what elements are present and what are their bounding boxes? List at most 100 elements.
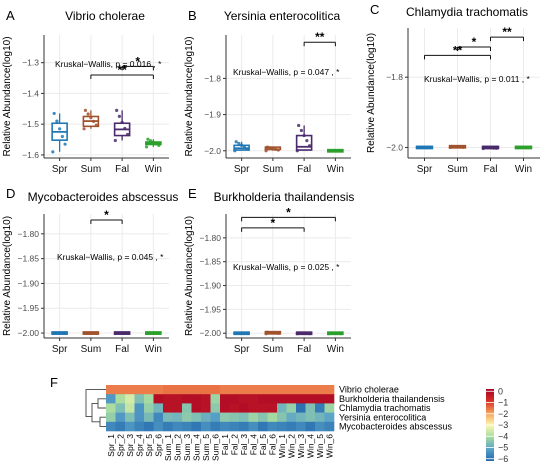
heatmap-cell (220, 385, 230, 395)
data-point (123, 331, 127, 335)
heatmap-cell (134, 412, 145, 423)
data-point (60, 331, 64, 335)
y-tick-label: −1.90 (17, 278, 39, 288)
heatmap-cell (296, 394, 306, 404)
box-spr (233, 331, 250, 336)
heatmap-cell (172, 394, 183, 404)
heatmap-cell (163, 412, 173, 423)
data-point (527, 145, 531, 150)
x-tick-label: Sum (81, 344, 102, 355)
data-point (265, 330, 270, 334)
heatmap-cell (267, 412, 278, 423)
kruskal-wallis-label: Kruskal−Wallis, p = 0.025 , * (233, 262, 340, 272)
significance-bracket: ** (303, 30, 336, 47)
kruskal-wallis-label: Kruskal−Wallis, p = 0.011 , * (424, 74, 531, 84)
heatmap-cell (248, 421, 259, 432)
box-win (144, 331, 162, 336)
data-point (274, 147, 278, 151)
heatmap-cell (115, 412, 126, 423)
dendrogram-branch (99, 416, 106, 427)
data-point (125, 132, 130, 137)
data-point (83, 331, 88, 335)
y-tick-label: −1.80 (199, 233, 221, 243)
heatmap-cell (191, 412, 202, 423)
x-tick-label: Spr (234, 164, 250, 175)
data-point (265, 145, 270, 149)
heatmap-col-label: Win_4 (305, 434, 315, 458)
kruskal-wallis-label: Kruskal−Wallis, p = 0.045 , * (57, 252, 164, 262)
heatmap-cell (277, 421, 287, 432)
data-point (491, 146, 495, 150)
data-point (154, 331, 158, 335)
heatmap-col-label: Win_6 (324, 434, 334, 458)
x-tick-label: Win (327, 164, 344, 175)
heatmap-cell (125, 403, 135, 413)
panel-e: E Burkholderia thailandensis −1.80 −1.85 −1.… (184, 186, 354, 355)
significance-label: ** (502, 25, 512, 39)
data-point (52, 111, 56, 116)
box-sum (264, 145, 282, 153)
box-sum (82, 331, 100, 335)
heatmap-cell (125, 385, 135, 395)
x-tick-label: Spr (417, 164, 433, 175)
heatmap-cell (191, 403, 202, 413)
data-point (420, 145, 424, 150)
x-tick-label: Win (515, 164, 532, 175)
heatmap-cell (229, 385, 240, 395)
heatmap-col-label: Win_1 (277, 434, 287, 458)
heatmap-cell (248, 394, 259, 404)
data-point (237, 331, 241, 335)
heatmap-row-label: Mycobacteroides abscessus (339, 422, 453, 432)
data-point (123, 126, 127, 131)
heatmap-cell (277, 385, 287, 395)
heatmap-cell (134, 421, 145, 432)
heatmap-cell (267, 385, 278, 395)
x-tick-label: Sum (263, 344, 284, 355)
data-point (519, 145, 523, 150)
heatmap-cell (163, 403, 173, 413)
significance-bracket: * (457, 35, 491, 51)
data-point (333, 149, 337, 153)
data-point (149, 139, 153, 143)
heatmap-cell (229, 412, 240, 423)
heatmap-cell (248, 385, 259, 395)
significance-label: * (271, 216, 276, 230)
heatmap-col-label: Fal_6 (267, 434, 277, 456)
data-point (237, 141, 241, 146)
data-point (58, 127, 62, 131)
data-point (117, 331, 121, 335)
y-axis-label: Relative Abundance(log10) (184, 36, 195, 156)
box-fal (295, 331, 313, 336)
heatmap-cell (239, 403, 249, 413)
heatmap-col-label: Spr_2 (115, 434, 125, 457)
panel-title: Yersinia enterocolitica (224, 9, 341, 23)
data-point (271, 331, 275, 335)
data-point (336, 149, 340, 153)
data-point (94, 123, 98, 127)
panel-letter: E (188, 186, 197, 201)
y-axis-label: Relative Abundance(log10) (184, 216, 195, 336)
heatmap-cell (201, 385, 211, 395)
box-iqr (295, 134, 313, 151)
heatmap-cell (277, 412, 287, 423)
heatmap-cell (153, 412, 164, 423)
heatmap-col-label: Sum_6 (210, 434, 220, 461)
data-point (297, 331, 301, 335)
x-tick-label: Sum (81, 164, 102, 175)
data-point (52, 331, 56, 335)
significance-bracket: * (121, 54, 154, 71)
heatmap-cell (324, 394, 335, 404)
heatmap-col-label: Spr_1 (106, 434, 116, 457)
x-tick-label: Spr (52, 164, 68, 175)
data-point (115, 331, 119, 335)
heatmap-cell (191, 421, 202, 432)
x-tick-label: Fal (484, 164, 498, 175)
heatmap-cell (220, 394, 230, 404)
row-dendrogram (85, 389, 106, 427)
heatmap-cell (239, 394, 249, 404)
data-point (151, 140, 155, 144)
heatmap-cell (144, 421, 154, 432)
heatmap-cell (267, 421, 278, 432)
heatmap-row-label: Chlamydia trachomatis (339, 403, 431, 413)
y-tick-label: −1.4 (22, 88, 39, 98)
